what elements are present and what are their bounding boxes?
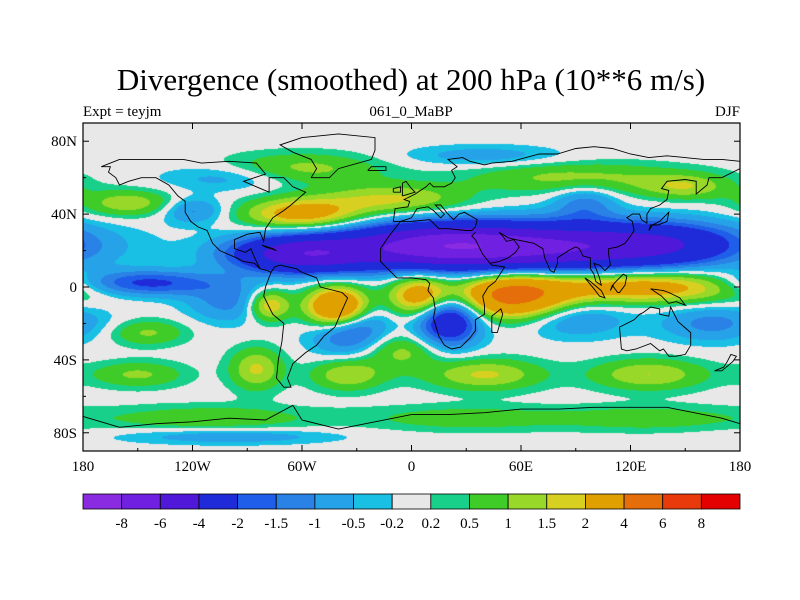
colorbar-swatch	[623, 493, 664, 510]
case-label: 061_0_MaBP	[369, 104, 452, 120]
colorbar-label: 1.5	[537, 516, 556, 532]
coastline	[650, 288, 687, 307]
coastline	[279, 133, 376, 179]
y-tick-label: 80N	[51, 134, 77, 150]
coastline	[491, 308, 504, 334]
colorbar-label: 6	[659, 516, 667, 532]
colorbar-label: 1	[504, 516, 512, 532]
colorbar-label: -4	[193, 516, 206, 532]
x-tick-label: 0	[408, 459, 416, 475]
colorbar-swatch	[507, 493, 548, 510]
x-tick-label: 60W	[287, 459, 317, 475]
colorbar: -8 -6 -4 -2 -1.5 -1 -0.5 -0.2 0.2 0.5 1 1.5 2 4 6 8	[82, 493, 741, 532]
coastline	[392, 146, 741, 222]
coastline	[82, 404, 741, 430]
colorbar-swatch	[314, 493, 354, 510]
colorbar-label: -8	[115, 516, 128, 532]
coastline	[648, 210, 670, 231]
colorbar-swatch	[700, 493, 741, 510]
coastline	[609, 273, 628, 293]
colorbar-label: -1.5	[264, 516, 288, 532]
chart-title: Divergence (smoothed) at 200 hPa (10**6 …	[117, 62, 705, 97]
colorbar-label: 0.5	[460, 516, 479, 532]
x-axis: 180 120W 60W 0 60E 120E 180	[72, 123, 752, 475]
colorbar-swatch	[353, 493, 393, 510]
colorbar-label: -2	[231, 516, 244, 532]
coastlines	[82, 133, 741, 430]
coastline	[101, 166, 261, 270]
coastline	[367, 166, 387, 171]
colorbar-swatch	[275, 493, 316, 510]
colorbar-swatch	[159, 493, 200, 510]
coastline	[619, 305, 692, 357]
colorbar-swatch	[121, 493, 161, 510]
divergence-field	[83, 123, 740, 451]
colorbar-swatch	[237, 493, 277, 510]
colorbar-swatch	[430, 493, 470, 510]
experiment-label: Expt = teyjm	[83, 104, 162, 120]
colorbar-swatch	[585, 493, 625, 510]
y-tick-label: 80S	[54, 426, 77, 442]
x-tick-label: 120E	[615, 459, 647, 475]
x-tick-label: 180	[72, 459, 95, 475]
x-tick-label: 60E	[509, 459, 533, 475]
coastline	[714, 353, 738, 372]
coastline	[584, 277, 606, 299]
colorbar-label: 4	[620, 516, 628, 532]
x-tick-label: 120W	[174, 459, 212, 475]
coastline	[489, 168, 741, 287]
colorbar-label: 8	[698, 516, 706, 532]
x-tick-label: 180	[729, 459, 752, 475]
y-tick-label: 40S	[54, 353, 77, 369]
coastline	[392, 186, 402, 193]
y-tick-label: 40N	[51, 207, 77, 223]
coastline	[261, 244, 277, 252]
season-label: DJF	[715, 104, 740, 120]
colorbar-label: -1	[309, 516, 322, 532]
colorbar-label: -0.5	[342, 516, 366, 532]
colorbar-label: -6	[154, 516, 167, 532]
colorbar-swatch	[469, 493, 509, 510]
colorbar-label: -0.2	[380, 516, 404, 532]
colorbar-label: 0.2	[421, 516, 440, 532]
colorbar-label: 2	[582, 516, 590, 532]
colorbar-swatch	[662, 493, 702, 510]
coastline	[380, 204, 506, 350]
y-tick-label: 0	[70, 280, 78, 296]
colorbar-swatch	[391, 493, 432, 510]
map-plot-area: 180 120W 60W 0 60E 120E 180 80N 40N 0 40S 80S	[51, 122, 752, 475]
coastline	[401, 180, 416, 197]
colorbar-swatch	[198, 493, 238, 510]
y-axis: 80N 40N 0 40S 80S	[51, 134, 740, 442]
colorbar-swatch	[82, 493, 123, 510]
colorbar-swatch	[546, 493, 586, 510]
